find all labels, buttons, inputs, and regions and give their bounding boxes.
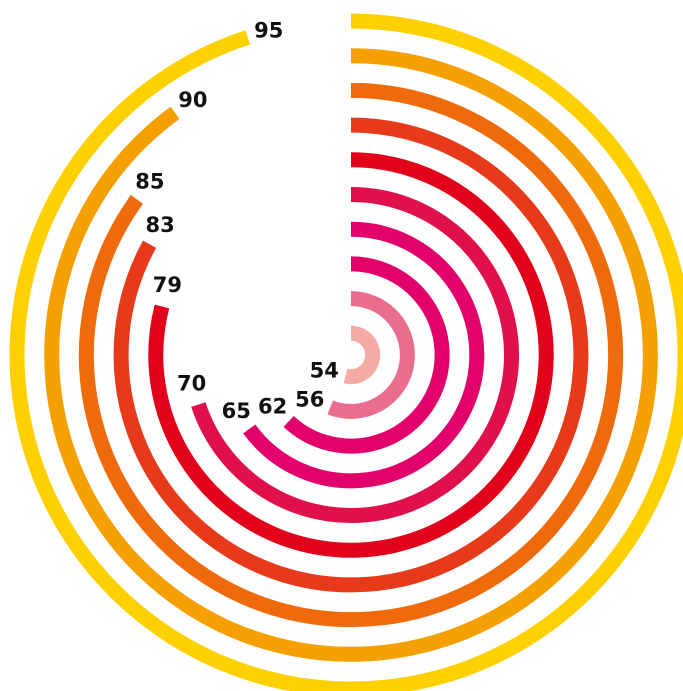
ring-arc-65: [243, 221, 485, 489]
ring-label-79: 79: [153, 273, 182, 297]
ring-label-56: 56: [295, 387, 324, 411]
ring-arc-95: [9, 13, 683, 691]
label-group: 95 90 85 83 79 70 65 62 56 54: [135, 19, 339, 424]
ring-arc-70: [191, 187, 519, 523]
ring-group: [9, 13, 683, 691]
ring-label-54: 54: [310, 359, 339, 383]
ring-label-85: 85: [135, 170, 164, 194]
ring-arc-56: [327, 291, 415, 419]
ring-label-83: 83: [145, 213, 174, 237]
ring-label-90: 90: [178, 88, 207, 112]
ring-arc-62: [283, 256, 450, 454]
ring-arc-90: [44, 48, 658, 662]
ring-arc-79: [148, 152, 554, 558]
ring-label-65: 65: [222, 399, 251, 423]
ring-arc-83: [113, 117, 589, 593]
ring-arc-85: [78, 82, 624, 628]
ring-label-95: 95: [254, 19, 283, 43]
ring-label-62: 62: [258, 394, 287, 418]
ring-arc-54: [343, 325, 381, 385]
ring-label-70: 70: [177, 372, 206, 396]
